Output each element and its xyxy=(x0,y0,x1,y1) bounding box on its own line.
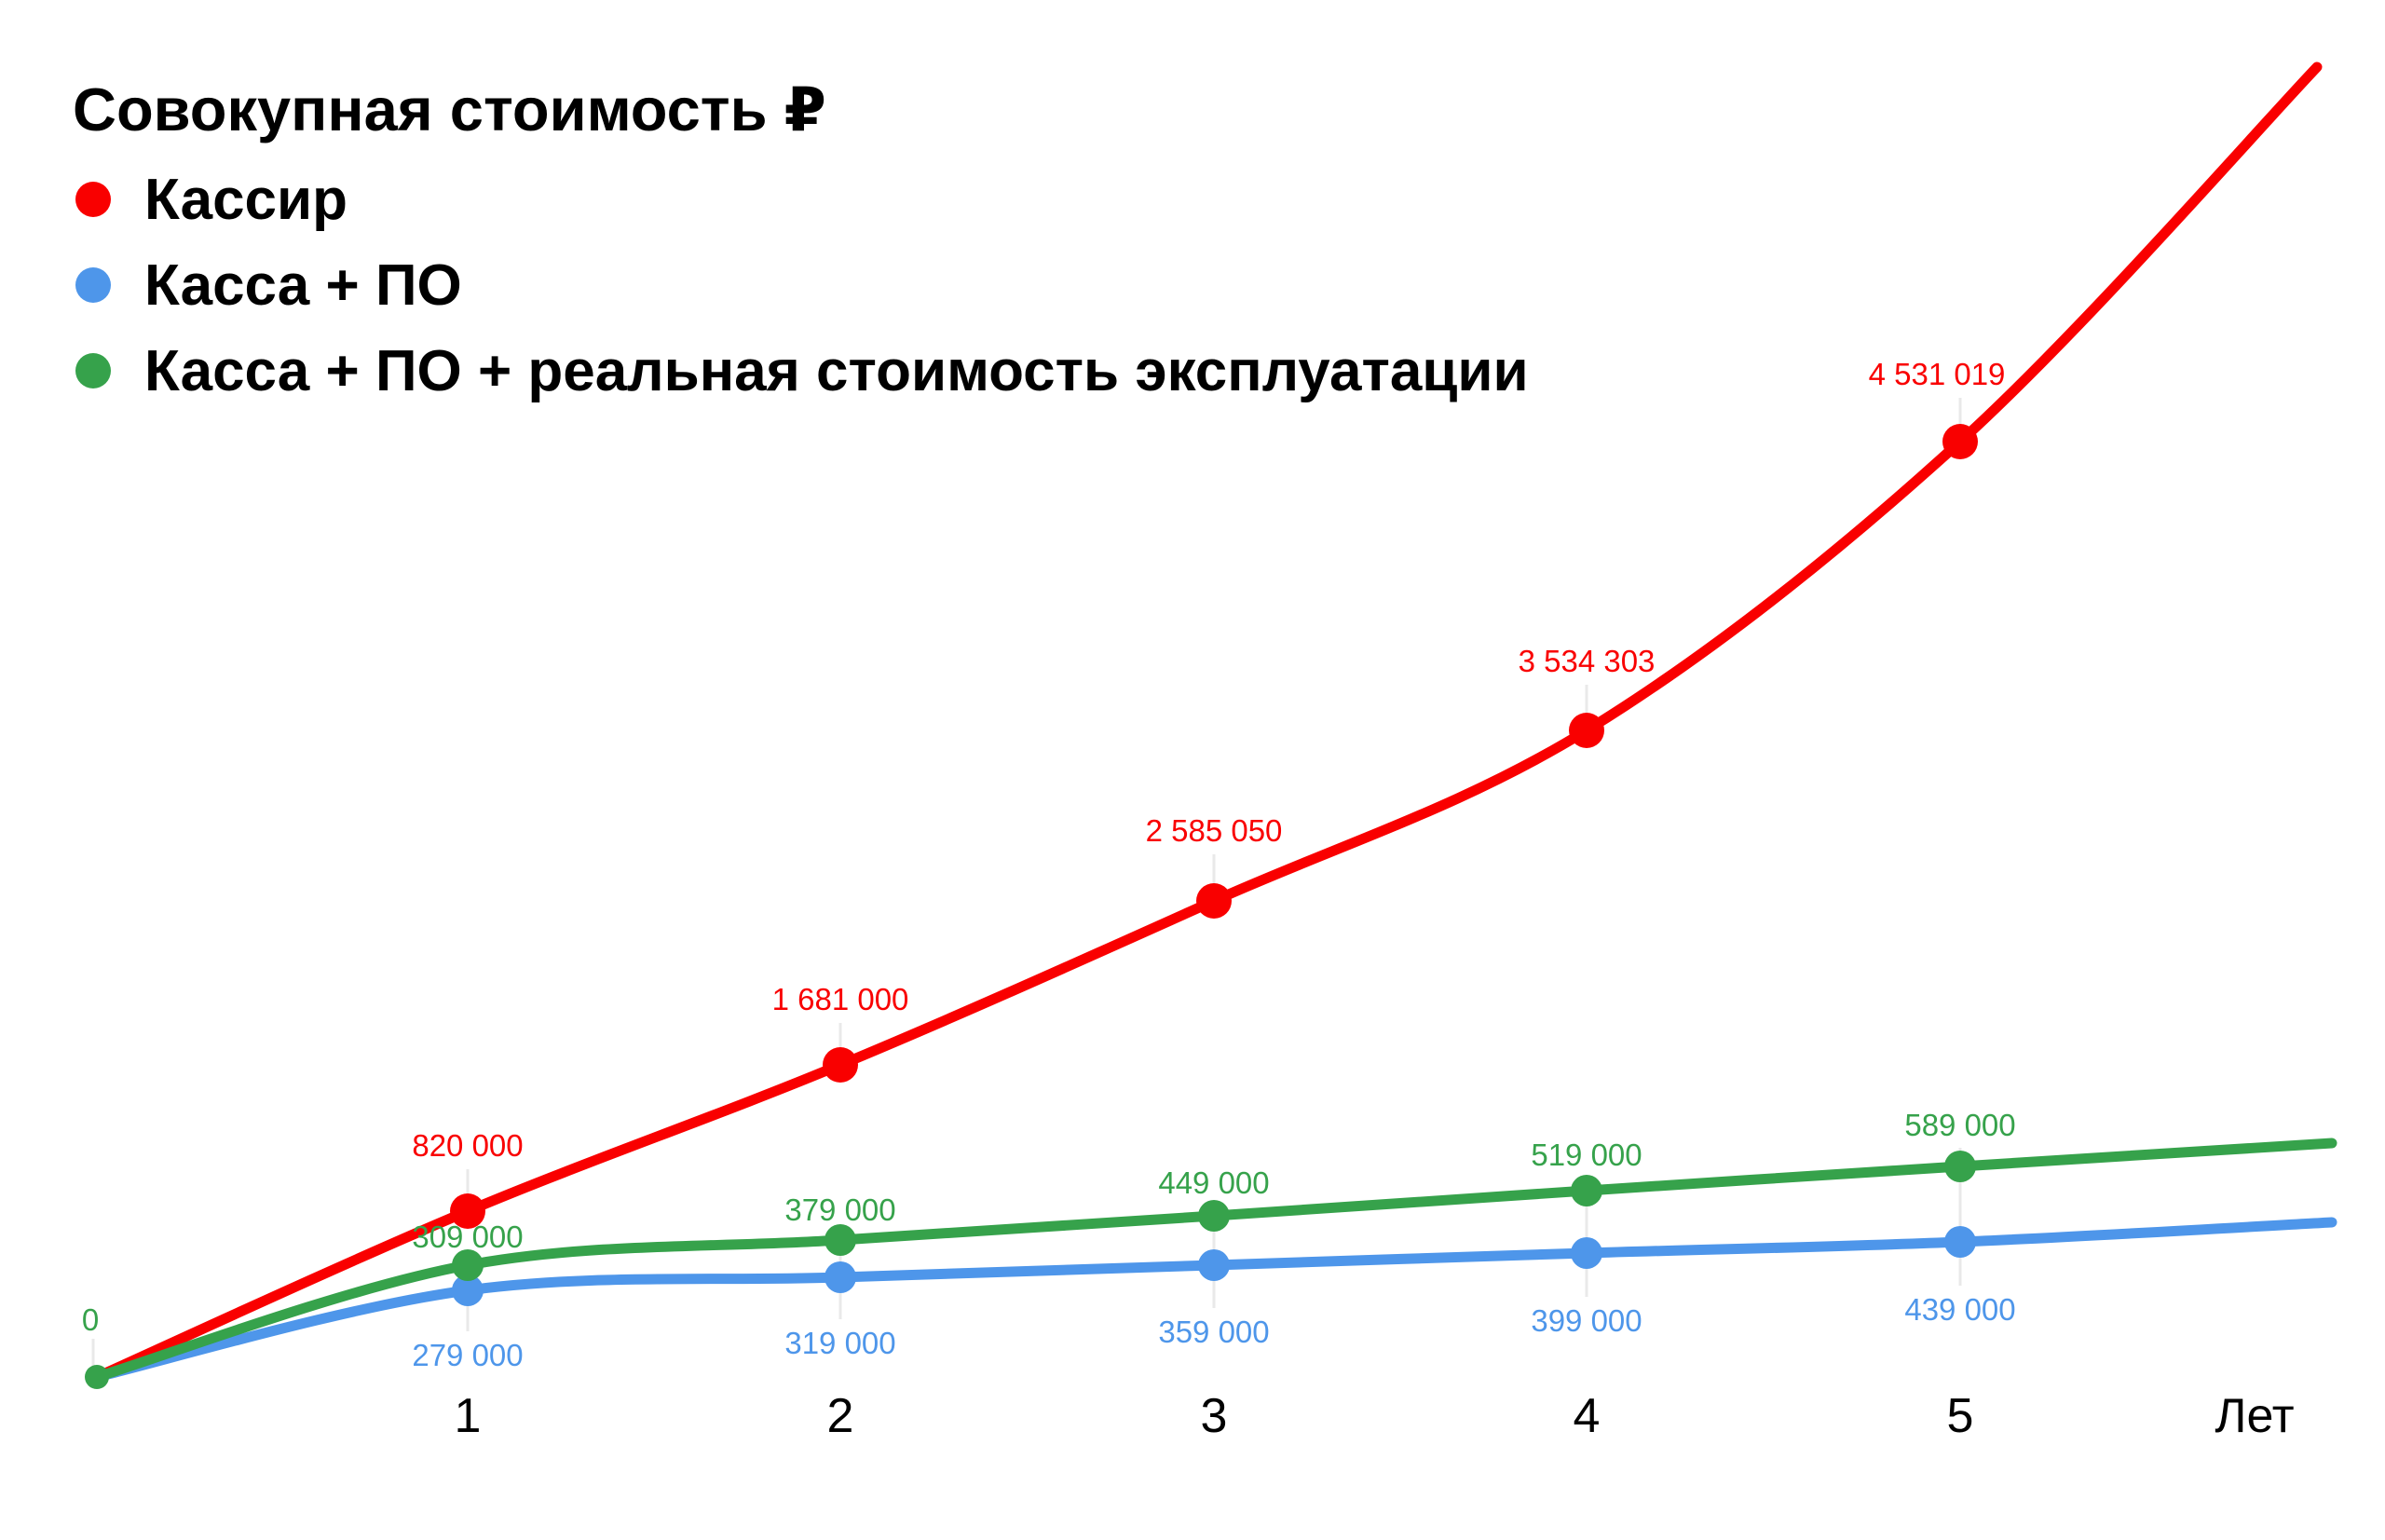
point-label-kassa-po-expl-3: 449 000 xyxy=(1158,1165,1269,1200)
point-dot-kassa-po-expl-4 xyxy=(1571,1175,1602,1206)
point-label-kassa-po-expl-2: 379 000 xyxy=(784,1192,895,1227)
point-label-kassir-5: 4 531 019 xyxy=(1869,357,2006,391)
x-axis-label-1: 1 xyxy=(455,1389,482,1443)
legend-label-kassa-po: Касса + ПО xyxy=(144,252,462,318)
legend-dot-kassir xyxy=(75,182,111,217)
origin-zero-label: 0 xyxy=(82,1302,99,1337)
point-label-kassa-po-5: 439 000 xyxy=(1904,1292,2015,1327)
point-dot-kassa-po-5 xyxy=(1944,1226,1976,1258)
point-dot-kassa-po-4 xyxy=(1571,1237,1602,1269)
point-dot-kassir-4 xyxy=(1569,713,1604,748)
legend-dot-kassa-po xyxy=(75,267,111,303)
x-axis-label-3: 3 xyxy=(1201,1389,1228,1443)
point-dot-kassir-3 xyxy=(1196,883,1232,919)
legend-item-kassa-po-expl: Касса + ПО + реальная стоимость эксплуат… xyxy=(75,338,1529,403)
point-label-kassa-po-4: 399 000 xyxy=(1531,1303,1642,1338)
point-label-kassir-4: 3 534 303 xyxy=(1519,644,1656,678)
x-axis-label-4: 4 xyxy=(1574,1389,1601,1443)
x-axis-unit-label: Лет xyxy=(2215,1389,2294,1443)
point-label-kassa-po-1: 279 000 xyxy=(412,1338,523,1372)
legend-item-kassir: Кассир xyxy=(75,167,348,232)
legend-label-kassir: Кассир xyxy=(144,167,348,232)
x-axis-label-2: 2 xyxy=(827,1389,854,1443)
point-label-kassa-po-3: 359 000 xyxy=(1158,1315,1269,1349)
point-dot-kassir-1 xyxy=(450,1193,485,1229)
x-axis-label-5: 5 xyxy=(1947,1389,1974,1443)
legend-dot-kassa-po-expl xyxy=(75,353,111,388)
point-label-kassa-po-expl-5: 589 000 xyxy=(1904,1108,2015,1142)
point-dot-kassa-po-expl-2 xyxy=(825,1224,856,1256)
point-label-kassa-po-expl-4: 519 000 xyxy=(1531,1138,1642,1172)
point-dot-kassa-po-expl-5 xyxy=(1944,1151,1976,1182)
point-label-kassir-1: 820 000 xyxy=(412,1128,523,1163)
point-label-kassir-2: 1 681 000 xyxy=(772,982,909,1016)
point-dot-kassa-po-3 xyxy=(1198,1249,1230,1281)
legend-item-kassa-po: Касса + ПО xyxy=(75,252,462,318)
point-dot-kassir-2 xyxy=(823,1047,858,1083)
point-dot-kassa-po-expl-1 xyxy=(452,1249,484,1281)
point-dot-kassa-po-2 xyxy=(825,1261,856,1293)
legend-label-kassa-po-expl: Касса + ПО + реальная стоимость эксплуат… xyxy=(144,338,1529,403)
chart-title: Совокупная стоимость ₽ xyxy=(73,75,826,143)
point-dot-kassa-po-expl-3 xyxy=(1198,1200,1230,1232)
point-dot-kassa-po-1 xyxy=(452,1274,484,1306)
origin-dot xyxy=(85,1365,109,1389)
point-label-kassir-3: 2 585 050 xyxy=(1146,813,1283,848)
point-label-kassa-po-expl-1: 309 000 xyxy=(412,1220,523,1254)
point-dot-kassir-5 xyxy=(1942,424,1978,459)
point-label-kassa-po-2: 319 000 xyxy=(784,1326,895,1360)
